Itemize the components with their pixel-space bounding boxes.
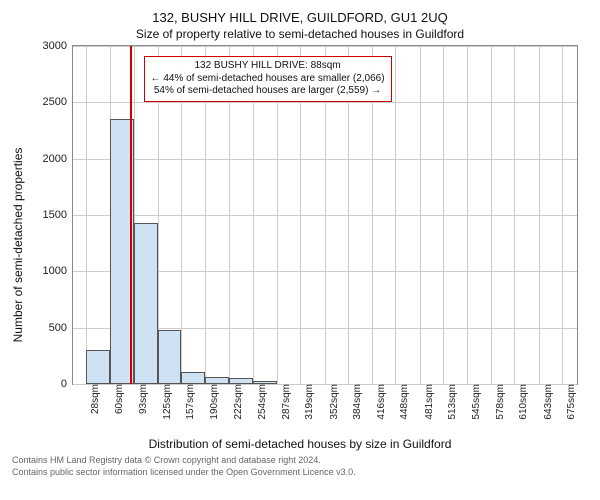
footer-line-2: Contains public sector information licen… [12, 467, 588, 479]
xtick-label: 254sqm [253, 384, 268, 420]
annotation-line: 54% of semi-detached houses are larger (… [151, 85, 385, 98]
gridline-v [86, 46, 87, 384]
xtick-label: 578sqm [491, 384, 506, 420]
histogram-bar [134, 223, 158, 384]
gridline-v [539, 46, 540, 384]
xtick-label: 545sqm [467, 384, 482, 420]
y-axis-label-text: Number of semi-detached properties [11, 148, 25, 343]
chart-subtitle: Size of property relative to semi-detach… [12, 27, 588, 41]
footer-line-1: Contains HM Land Registry data © Crown c… [12, 455, 588, 467]
x-axis-label: Distribution of semi-detached houses by … [12, 437, 588, 451]
xtick-label: 481sqm [420, 384, 435, 420]
gridline-v [395, 46, 396, 384]
chart-container: 132, BUSHY HILL DRIVE, GUILDFORD, GU1 2U… [0, 0, 600, 500]
ytick-label: 1500 [43, 209, 73, 221]
ytick-label: 0 [61, 378, 73, 390]
histogram-bar [86, 350, 110, 384]
gridline-v [420, 46, 421, 384]
xtick-label: 222sqm [229, 384, 244, 420]
plot-area: 05001000150020002500300028sqm60sqm93sqm1… [72, 45, 578, 385]
gridline-v [467, 46, 468, 384]
ytick-label: 2500 [43, 96, 73, 108]
xtick-label: 60sqm [110, 384, 125, 414]
xtick-label: 190sqm [205, 384, 220, 420]
gridline-v [443, 46, 444, 384]
xtick-label: 319sqm [300, 384, 315, 420]
xtick-label: 675sqm [562, 384, 577, 420]
xtick-label: 416sqm [372, 384, 387, 420]
histogram-bar [205, 377, 229, 384]
xtick-label: 125sqm [158, 384, 173, 420]
gridline-v [562, 46, 563, 384]
xtick-label: 448sqm [395, 384, 410, 420]
ytick-label: 500 [49, 322, 73, 334]
ytick-label: 2000 [43, 153, 73, 165]
histogram-bar [253, 381, 277, 384]
plot-zone: 05001000150020002500300028sqm60sqm93sqm1… [72, 45, 578, 385]
footer: Contains HM Land Registry data © Crown c… [12, 455, 588, 478]
xtick-label: 157sqm [181, 384, 196, 420]
property-marker-line [130, 46, 132, 384]
xtick-label: 28sqm [86, 384, 101, 414]
ytick-label: 1000 [43, 265, 73, 277]
xtick-label: 610sqm [514, 384, 529, 420]
annotation-line: ← 44% of semi-detached houses are smalle… [151, 73, 385, 86]
gridline-v [491, 46, 492, 384]
annotation-line: 132 BUSHY HILL DRIVE: 88sqm [151, 60, 385, 73]
xtick-label: 643sqm [539, 384, 554, 420]
histogram-bar [229, 378, 253, 384]
histogram-bar [158, 330, 182, 384]
xtick-label: 93sqm [134, 384, 149, 414]
chart-title: 132, BUSHY HILL DRIVE, GUILDFORD, GU1 2U… [12, 10, 588, 25]
gridline-v [514, 46, 515, 384]
y-axis-label: Number of semi-detached properties [11, 50, 25, 245]
histogram-bar [181, 372, 205, 384]
xtick-label: 287sqm [277, 384, 292, 420]
xtick-label: 384sqm [348, 384, 363, 420]
xtick-label: 352sqm [325, 384, 340, 420]
annotation-box: 132 BUSHY HILL DRIVE: 88sqm← 44% of semi… [144, 56, 392, 102]
xtick-label: 513sqm [443, 384, 458, 420]
ytick-label: 3000 [43, 40, 73, 52]
